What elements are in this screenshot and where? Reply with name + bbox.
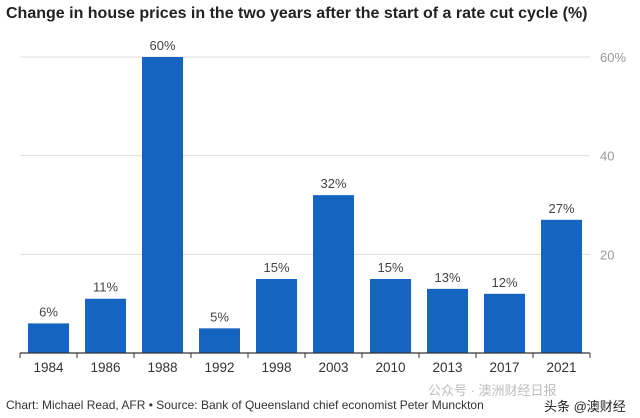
- data-label-1998: 15%: [263, 260, 289, 275]
- bar-1998: [256, 279, 297, 353]
- x-tick-label: 1986: [90, 360, 120, 375]
- data-label-2017: 12%: [491, 275, 517, 290]
- x-tick-label: 1988: [147, 360, 177, 375]
- bar-2017: [484, 293, 525, 353]
- chart-title: Change in house prices in the two years …: [6, 5, 588, 22]
- data-label-1984: 6%: [39, 304, 58, 319]
- x-tick-label: 2021: [546, 360, 576, 375]
- x-tick-label: 2010: [375, 360, 405, 375]
- x-tick-label: 2017: [489, 360, 519, 375]
- x-tick-label: 1992: [204, 360, 234, 375]
- bar-1988: [142, 57, 183, 353]
- bars: [28, 57, 582, 353]
- bar-2003: [313, 195, 354, 353]
- data-label-1992: 5%: [210, 309, 229, 324]
- bar-1992: [199, 328, 240, 353]
- bar-2021: [541, 219, 582, 353]
- x-tick-label: 2003: [318, 360, 348, 375]
- y-tick-label: 20: [600, 247, 614, 262]
- data-label-2013: 13%: [434, 270, 460, 285]
- watermark-wechat: 公众号 · 澳洲财经日报: [428, 383, 557, 398]
- data-label-2021: 27%: [548, 201, 574, 216]
- source-note: Chart: Michael Read, AFR • Source: Bank …: [6, 398, 484, 412]
- y-tick-label: 40: [600, 149, 614, 164]
- watermark-toutiao: 头条 @澳财经: [540, 396, 630, 415]
- data-label-2003: 32%: [320, 176, 346, 191]
- gridlines: [20, 56, 590, 255]
- data-labels: 6% 11% 60% 5% 15% 32% 15% 13% 12% 27%: [39, 38, 575, 324]
- data-label-1986: 11%: [93, 280, 118, 295]
- axes: 20 40 60% 1984 1986 1988 1992 1998 2003 2010 2013 2…: [19, 50, 626, 375]
- x-tick-label: 1984: [33, 360, 64, 375]
- y-tick-label: 60%: [600, 50, 626, 65]
- data-label-1988: 60%: [149, 38, 175, 53]
- data-label-2010: 15%: [377, 260, 403, 275]
- bar-1984: [28, 323, 69, 353]
- x-tick-label: 1998: [261, 360, 291, 375]
- bar-2013: [427, 288, 468, 353]
- x-tick-label: 2013: [432, 360, 462, 375]
- bar-2010: [370, 279, 411, 353]
- bar-1986: [85, 298, 126, 353]
